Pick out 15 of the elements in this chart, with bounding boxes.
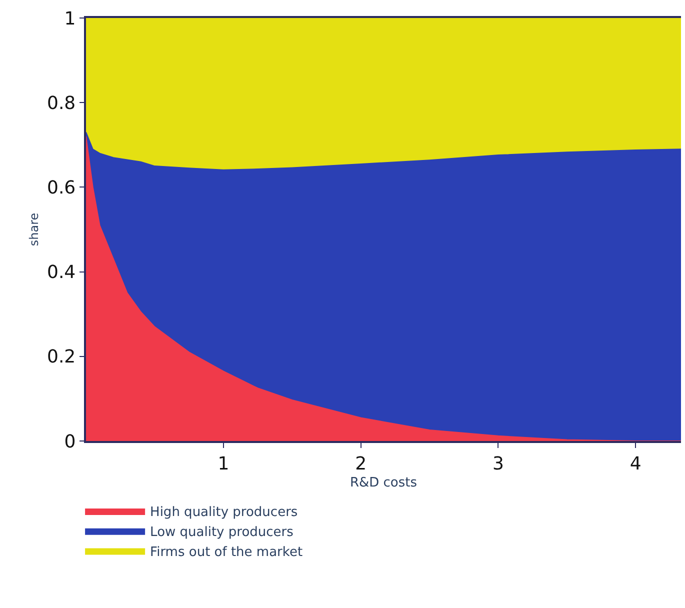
legend-label: Firms out of the market bbox=[150, 544, 303, 560]
legend-label: High quality producers bbox=[150, 505, 298, 520]
x-axis-title: R&D costs bbox=[350, 475, 418, 490]
legend-label: Low quality producers bbox=[150, 524, 294, 540]
y-tick-label: 1 bbox=[64, 8, 76, 30]
y-tick-label: 0.4 bbox=[47, 262, 76, 284]
x-tick-label: 1 bbox=[218, 453, 230, 474]
y-tick-label: 0 bbox=[64, 431, 76, 452]
x-tick-label: 2 bbox=[355, 453, 367, 474]
y-tick-label: 0.6 bbox=[47, 178, 76, 198]
x-tick-label: 4 bbox=[630, 453, 642, 474]
x-tick-label: 3 bbox=[492, 453, 504, 474]
y-tick-label: 0.8 bbox=[47, 92, 76, 114]
y-tick-label: 0.2 bbox=[47, 346, 76, 368]
y-axis-title: share bbox=[26, 212, 41, 246]
